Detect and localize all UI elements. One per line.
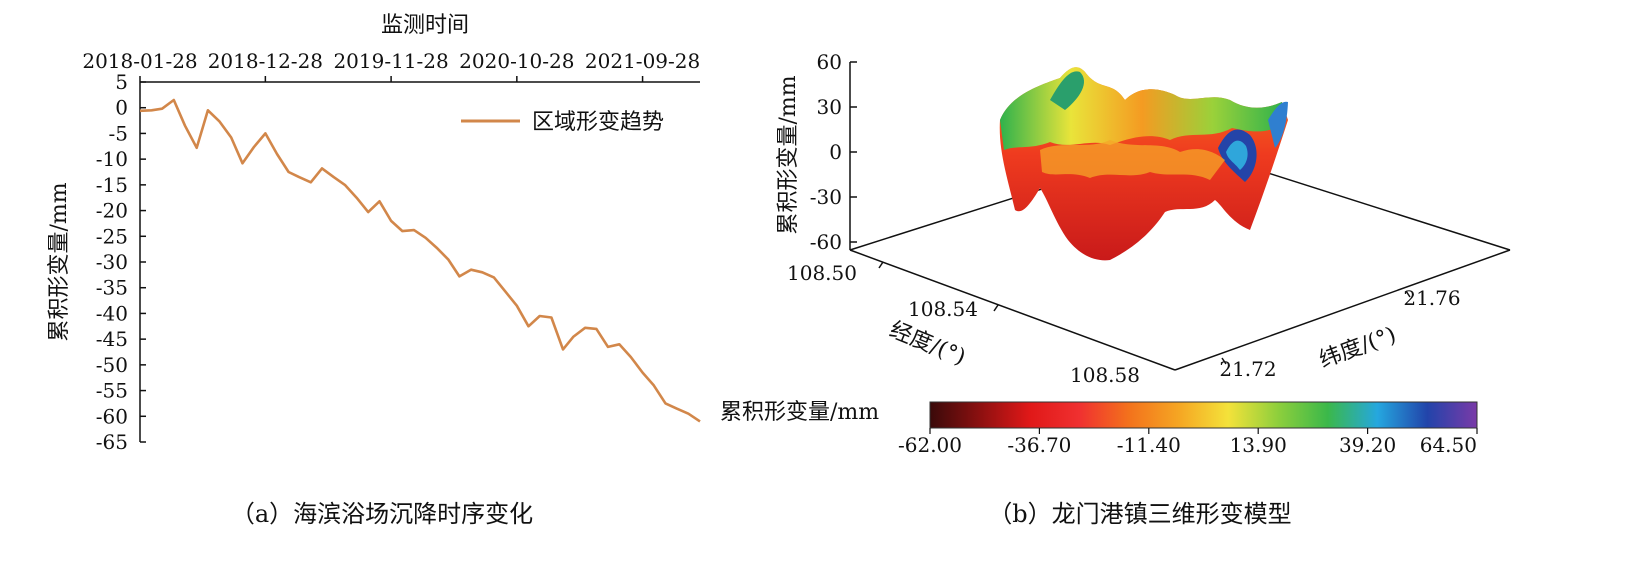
- z-axis-title: 累积形变量/mm: [776, 75, 801, 234]
- z-axis-ticks: 60 30 0 -30 -60: [810, 50, 857, 254]
- colorbar: [929, 401, 1478, 429]
- y-tick-mark: [1405, 290, 1411, 298]
- x-tick-label: 2019-11-28: [333, 49, 448, 73]
- y-tick-label: -10: [96, 147, 128, 171]
- colorbar-ticks: -62.00 -36.70 -11.40 13.90 39.20 64.50: [898, 428, 1478, 457]
- y-tick-label: 0: [115, 96, 128, 120]
- deformation-line-chart: 监测时间 2018-01-28 2018-12-28 2019-11-28 2020-…: [47, 13, 701, 528]
- y-axis-title: 累积形变量/mm: [47, 182, 72, 341]
- legend-label: 区域形变趋势: [532, 110, 664, 135]
- y-tick-label: -50: [96, 353, 128, 377]
- x-axis-title: 监测时间: [381, 13, 469, 38]
- x-tick-label: 2021-09-28: [585, 49, 700, 73]
- x-axis-ticks: 2018-01-28 2018-12-28 2019-11-28 2020-10-28…: [82, 49, 700, 82]
- y-axis-title: 纬度/(°): [1316, 323, 1399, 374]
- y-tick-label: -55: [96, 379, 128, 403]
- y-tick-label: 5: [115, 70, 128, 94]
- y-axis-ticks: 50-5-10-15-20-25-30-35-40-45-50-55-60-65: [96, 70, 146, 454]
- z-tick-label: 30: [817, 95, 842, 119]
- caption-b: （b）龙门港镇三维形变模型: [988, 500, 1291, 528]
- y-tick-label: -45: [96, 327, 128, 351]
- z-tick-label: 60: [817, 50, 842, 74]
- deformation-surface: [999, 67, 1288, 261]
- y-tick-label: 21.72: [1219, 357, 1276, 381]
- y-tick-label: 21.76: [1403, 286, 1460, 310]
- colorbar-tick-label: -36.70: [1007, 433, 1071, 457]
- x-tick-label: 2018-12-28: [208, 49, 323, 73]
- y-tick-label: -20: [96, 199, 128, 223]
- x-tick-label: 108.58: [1070, 363, 1140, 387]
- colorbar-tick-label: -62.00: [898, 433, 962, 457]
- x-tick-label: 2020-10-28: [459, 49, 574, 73]
- z-tick-label: 0: [829, 140, 842, 164]
- x-axis-ticks: 108.50 108.54 108.58: [787, 261, 1140, 387]
- colorbar-tick-label: 13.90: [1230, 433, 1287, 457]
- series-lines: [139, 98, 701, 423]
- legend: 区域形变趋势: [461, 110, 664, 135]
- x-axis-title: 经度/(°): [886, 317, 969, 370]
- z-tick-label: -60: [810, 230, 842, 254]
- colorbar-tick-label: 64.50: [1420, 433, 1477, 457]
- y-tick-label: -40: [96, 301, 128, 325]
- series-line: [139, 98, 701, 423]
- y-tick-label: -15: [96, 173, 128, 197]
- y-axis-ticks: 21.72 21.76: [1219, 286, 1460, 381]
- x-tick-mark: [993, 304, 999, 312]
- y-tick-label: -60: [96, 404, 128, 428]
- x-tick-mark: [878, 261, 884, 269]
- z-tick-label: -30: [810, 185, 842, 209]
- y-tick-mark: [1221, 357, 1227, 365]
- caption-a: （a）海滨浴场沉降时序变化: [231, 500, 533, 528]
- y-tick-label: -35: [96, 276, 128, 300]
- colorbar-tick-label: 39.20: [1339, 433, 1396, 457]
- colorbar-title: 累积形变量/mm: [720, 400, 879, 425]
- y-tick-label: -65: [96, 430, 128, 454]
- y-tick-label: -30: [96, 250, 128, 274]
- x-tick-label: 108.54: [908, 297, 978, 321]
- colorbar-tick-label: -11.40: [1117, 433, 1181, 457]
- x-tick-label: 108.50: [787, 261, 857, 285]
- x-tick-label: 2018-01-28: [82, 49, 197, 73]
- y-tick-label: -25: [96, 224, 128, 248]
- y-tick-label: -5: [109, 121, 128, 145]
